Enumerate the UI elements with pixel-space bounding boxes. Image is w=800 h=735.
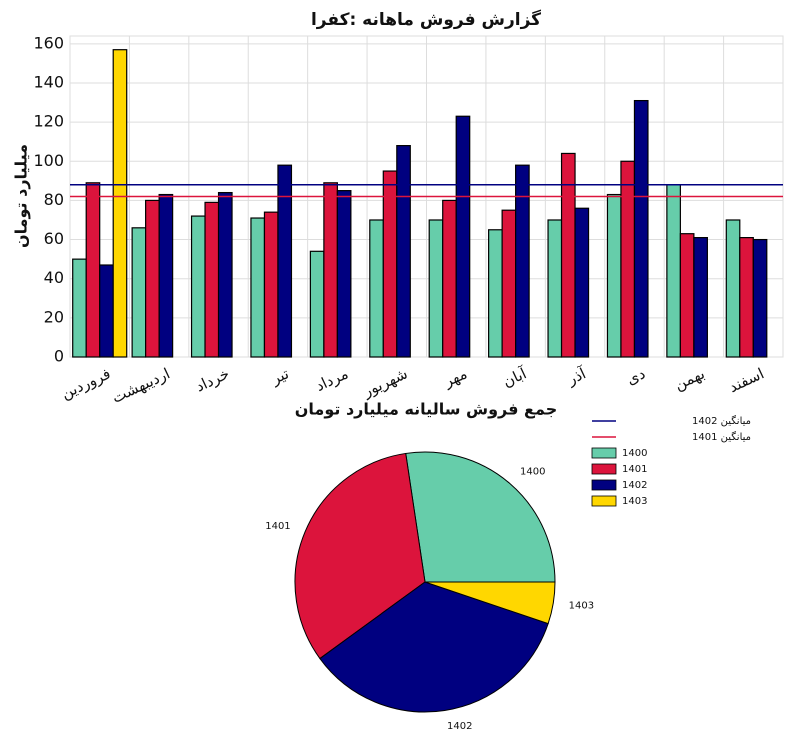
bar bbox=[560, 152, 576, 358]
bar bbox=[620, 160, 636, 358]
bar bbox=[131, 227, 147, 358]
bar bbox=[190, 215, 206, 358]
legend-label: 1403 bbox=[622, 496, 647, 507]
bar bbox=[693, 237, 708, 358]
y-tick-label: 140 bbox=[33, 72, 64, 91]
bar bbox=[217, 191, 233, 358]
bar bbox=[752, 238, 768, 358]
bar bbox=[336, 190, 352, 358]
bar bbox=[574, 207, 590, 358]
y-tick-label: 60 bbox=[44, 229, 64, 248]
bar bbox=[369, 219, 384, 358]
legend-label: میانگین 1402 bbox=[692, 415, 751, 427]
bar bbox=[739, 237, 754, 358]
y-tick-label: 160 bbox=[33, 33, 64, 52]
bar bbox=[382, 170, 398, 358]
bar bbox=[85, 182, 101, 358]
pie-slice bbox=[319, 581, 549, 713]
bar bbox=[488, 229, 503, 358]
pie-title: جمع فروش سالیانه میلیارد تومان bbox=[295, 400, 557, 419]
legend-swatch bbox=[591, 447, 617, 459]
bar bbox=[396, 145, 411, 358]
y-tick-label: 80 bbox=[44, 190, 64, 209]
legend-label: میانگین 1401 bbox=[692, 431, 751, 443]
bar bbox=[112, 49, 128, 358]
bar bbox=[99, 264, 114, 358]
bar bbox=[442, 199, 457, 358]
pie-label: 1401 bbox=[265, 521, 290, 532]
bar bbox=[633, 99, 649, 358]
y-axis-label: میلیارد تومان bbox=[12, 144, 31, 248]
pie-slice bbox=[405, 451, 556, 583]
bar bbox=[547, 219, 563, 358]
pie-label: 1403 bbox=[569, 601, 594, 612]
bar bbox=[309, 250, 325, 358]
pie-label: 1400 bbox=[520, 467, 545, 478]
bar bbox=[428, 219, 444, 358]
bar bbox=[158, 193, 174, 358]
bar bbox=[72, 258, 87, 358]
y-tick-label: 0 bbox=[54, 347, 64, 366]
pie-label: 1402 bbox=[447, 721, 472, 732]
legend-swatch bbox=[591, 463, 617, 475]
bar bbox=[725, 219, 741, 358]
legend-swatch bbox=[591, 479, 617, 491]
bar bbox=[679, 233, 695, 358]
bar bbox=[250, 217, 266, 358]
legend-label: 1401 bbox=[622, 464, 647, 475]
bar bbox=[455, 115, 471, 358]
bar bbox=[515, 164, 530, 358]
legend-label: 1402 bbox=[622, 480, 647, 491]
bar bbox=[323, 182, 338, 358]
y-tick-label: 40 bbox=[44, 268, 64, 287]
bar bbox=[666, 184, 681, 358]
legend-swatch bbox=[591, 495, 617, 507]
bar bbox=[263, 211, 279, 358]
y-tick-label: 20 bbox=[44, 307, 64, 326]
pie-slice bbox=[294, 452, 426, 660]
y-tick-label: 120 bbox=[33, 112, 64, 131]
x-tick-label: تیر bbox=[268, 364, 292, 388]
bar bbox=[145, 199, 160, 358]
legend-label: 1400 bbox=[622, 448, 647, 459]
bar bbox=[606, 193, 622, 358]
bar bbox=[204, 201, 220, 358]
y-tick-label: 100 bbox=[33, 151, 64, 170]
bar bbox=[501, 209, 517, 358]
bar bbox=[277, 164, 293, 358]
pie-slice bbox=[424, 581, 556, 625]
chart-title: گزارش فروش ماهانه :کفرا bbox=[311, 9, 541, 30]
